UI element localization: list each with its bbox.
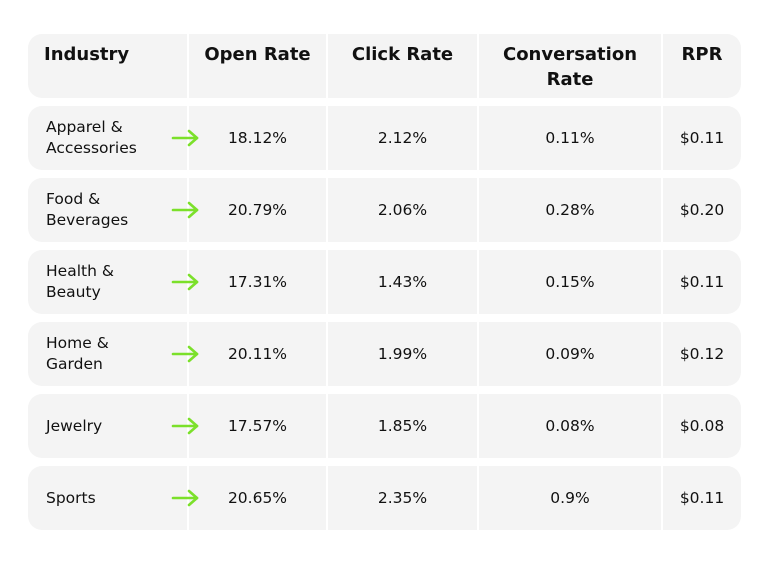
- conversation-rate-cell: 0.15%: [477, 250, 661, 314]
- industry-benchmark-table: Industry Open Rate Click Rate Conversati…: [28, 34, 741, 538]
- industry-cell: Jewelry: [28, 394, 199, 458]
- conversation-rate-cell: 0.28%: [477, 178, 661, 242]
- open-rate-cell: 20.65%: [187, 466, 326, 530]
- industry-cell: Food & Beverages: [28, 178, 199, 242]
- arrow-right-icon: [171, 272, 201, 292]
- click-rate-cell: 2.35%: [326, 466, 477, 530]
- header-open-rate: Open Rate: [187, 34, 326, 98]
- conversation-rate-cell: 0.08%: [477, 394, 661, 458]
- industry-name-line2: Beverages: [46, 211, 129, 229]
- industry-name-line1: Health &: [46, 262, 114, 280]
- open-rate-cell: 20.11%: [187, 322, 326, 386]
- click-rate-cell: 1.43%: [326, 250, 477, 314]
- industry-name: Food & Beverages: [46, 189, 128, 231]
- rpr-cell: $0.11: [661, 466, 741, 530]
- conversation-rate-cell: 0.11%: [477, 106, 661, 170]
- industry-name: Health & Beauty: [46, 261, 114, 303]
- open-rate-cell: 18.12%: [187, 106, 326, 170]
- arrow-right-icon: [171, 344, 201, 364]
- industry-name-line2: Beauty: [46, 283, 101, 301]
- industry-name-line1: Food &: [46, 190, 101, 208]
- arrow-right-icon: [171, 128, 201, 148]
- arrow-right-icon: [171, 200, 201, 220]
- conversation-rate-cell: 0.09%: [477, 322, 661, 386]
- click-rate-cell: 2.06%: [326, 178, 477, 242]
- table-row: Apparel & Accessories 18.12% 2.12% 0.11%…: [28, 106, 741, 170]
- click-rate-cell: 1.85%: [326, 394, 477, 458]
- table-row: Food & Beverages 20.79% 2.06% 0.28% $0.2…: [28, 178, 741, 242]
- industry-name-line1: Home &: [46, 334, 109, 352]
- industry-name-line2: Accessories: [46, 139, 137, 157]
- industry-name: Sports: [46, 488, 96, 509]
- industry-name: Apparel & Accessories: [46, 117, 137, 159]
- rpr-cell: $0.12: [661, 322, 741, 386]
- click-rate-cell: 1.99%: [326, 322, 477, 386]
- open-rate-cell: 17.57%: [187, 394, 326, 458]
- table-body: Apparel & Accessories 18.12% 2.12% 0.11%…: [28, 106, 741, 530]
- industry-cell: Sports: [28, 466, 199, 530]
- arrow-right-icon: [171, 488, 201, 508]
- table-row: Sports 20.65% 2.35% 0.9% $0.11: [28, 466, 741, 530]
- industry-name-line2: Garden: [46, 355, 103, 373]
- rpr-cell: $0.08: [661, 394, 741, 458]
- industry-cell: Home & Garden: [28, 322, 199, 386]
- table-row: Jewelry 17.57% 1.85% 0.08% $0.08: [28, 394, 741, 458]
- table-header-row: Industry Open Rate Click Rate Conversati…: [28, 34, 741, 98]
- rpr-cell: $0.11: [661, 106, 741, 170]
- industry-name-line1: Sports: [46, 488, 96, 507]
- industry-cell: Health & Beauty: [28, 250, 199, 314]
- open-rate-cell: 17.31%: [187, 250, 326, 314]
- header-industry: Industry: [44, 44, 130, 65]
- industry-name-line1: Jewelry: [46, 416, 103, 435]
- open-rate-cell: 20.79%: [187, 178, 326, 242]
- table-row: Home & Garden 20.11% 1.99% 0.09% $0.12: [28, 322, 741, 386]
- header-click-rate: Click Rate: [326, 34, 477, 98]
- rpr-cell: $0.20: [661, 178, 741, 242]
- industry-name-line1: Apparel &: [46, 118, 123, 136]
- industry-cell: Apparel & Accessories: [28, 106, 199, 170]
- header-rpr: RPR: [661, 34, 741, 98]
- industry-name: Home & Garden: [46, 333, 109, 375]
- table-row: Health & Beauty 17.31% 1.43% 0.15% $0.11: [28, 250, 741, 314]
- conversation-rate-cell: 0.9%: [477, 466, 661, 530]
- rpr-cell: $0.11: [661, 250, 741, 314]
- click-rate-cell: 2.12%: [326, 106, 477, 170]
- header-conversation-rate: Conversation Rate: [477, 34, 661, 98]
- industry-name: Jewelry: [46, 416, 102, 437]
- arrow-right-icon: [171, 416, 201, 436]
